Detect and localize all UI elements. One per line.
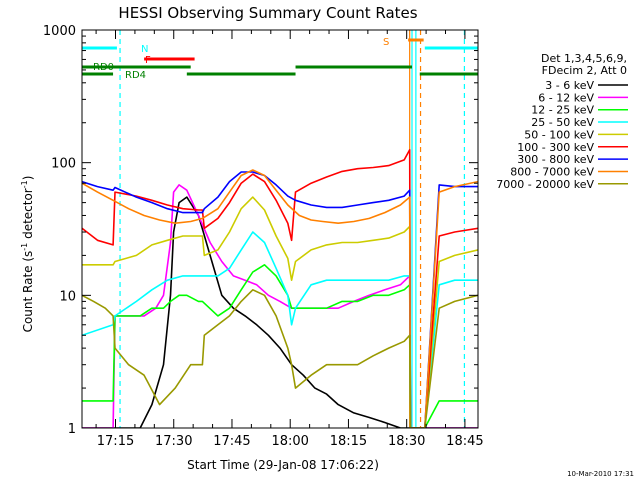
- series-line-0: [82, 196, 478, 428]
- legend-label-4: 50 - 100 keV: [524, 128, 594, 141]
- legend-label-2: 12 - 25 keV: [531, 104, 594, 117]
- series-line-5: [82, 149, 478, 428]
- y-axis-label-end: ): [21, 176, 35, 181]
- plot-frame: [81, 29, 479, 429]
- y-axis-label-sup2: -1: [20, 180, 29, 188]
- x-tick-label: 17:45: [213, 434, 250, 449]
- series-group: [82, 149, 478, 428]
- y-tick-label: 10: [59, 289, 76, 304]
- flag-label-n: N: [141, 44, 148, 55]
- flag-label-rd0: RD0: [93, 62, 114, 73]
- flag-label-f: F: [145, 55, 151, 66]
- series-line-4: [82, 196, 478, 428]
- y-tick-label: 100: [51, 157, 76, 172]
- series-line-2: [82, 263, 478, 428]
- x-tick-label: 18:30: [388, 434, 425, 449]
- legend-label-6: 300 - 800 keV: [517, 153, 594, 166]
- series-line-3: [82, 231, 478, 428]
- x-tick-label: 18:00: [271, 434, 308, 449]
- x-tick-label: 17:15: [97, 434, 134, 449]
- x-tick-label: 18:45: [446, 434, 483, 449]
- series-line-6: [82, 171, 478, 428]
- legend-label-8: 7000 - 20000 keV: [496, 178, 594, 191]
- legend: Det 1,3,4,5,6,9,FDecim 2, Att 0 3 - 6 keV…: [496, 52, 628, 191]
- x-tick-label: 17:30: [155, 434, 192, 449]
- legend-label-3: 25 - 50 keV: [531, 116, 594, 129]
- y-axis-label-sup1: -1: [20, 243, 29, 251]
- y-axis-label: Count Rate (s-1 detector-1): [20, 176, 35, 333]
- chart-title: HESSI Observing Summary Count Rates: [118, 4, 417, 22]
- legend-label-0: 3 - 6 keV: [545, 79, 594, 92]
- y-tick-label: 1000: [43, 24, 76, 39]
- series-line-7: [82, 169, 478, 428]
- x-axis-label: Start Time (29-Jan-08 17:06:22): [187, 458, 379, 472]
- y-axis-label-main: Count Rate (s: [21, 251, 35, 333]
- legend-header: FDecim 2, Att 0: [542, 64, 627, 77]
- y-tick-label: 1: [68, 422, 76, 437]
- flag-label-s: S: [383, 37, 389, 48]
- legend-label-7: 800 - 7000 keV: [510, 165, 594, 178]
- legend-header: Det 1,3,4,5,6,9,: [541, 52, 627, 65]
- flag-label-rd4: RD4: [125, 70, 146, 81]
- footer-date: 10-Mar-2010 17:31: [567, 470, 634, 478]
- y-axis-label-mid: detector: [21, 188, 35, 243]
- legend-label-1: 6 - 12 keV: [538, 91, 594, 104]
- series-line-1: [82, 184, 478, 428]
- plot-area: N S F RD0 RD4 1 10 100 1000 17:15 17:30 17:45 18:00 1…: [43, 24, 484, 449]
- legend-label-5: 100 - 300 keV: [517, 141, 594, 154]
- series-line-8: [82, 288, 478, 428]
- x-tick-label: 18:15: [330, 434, 367, 449]
